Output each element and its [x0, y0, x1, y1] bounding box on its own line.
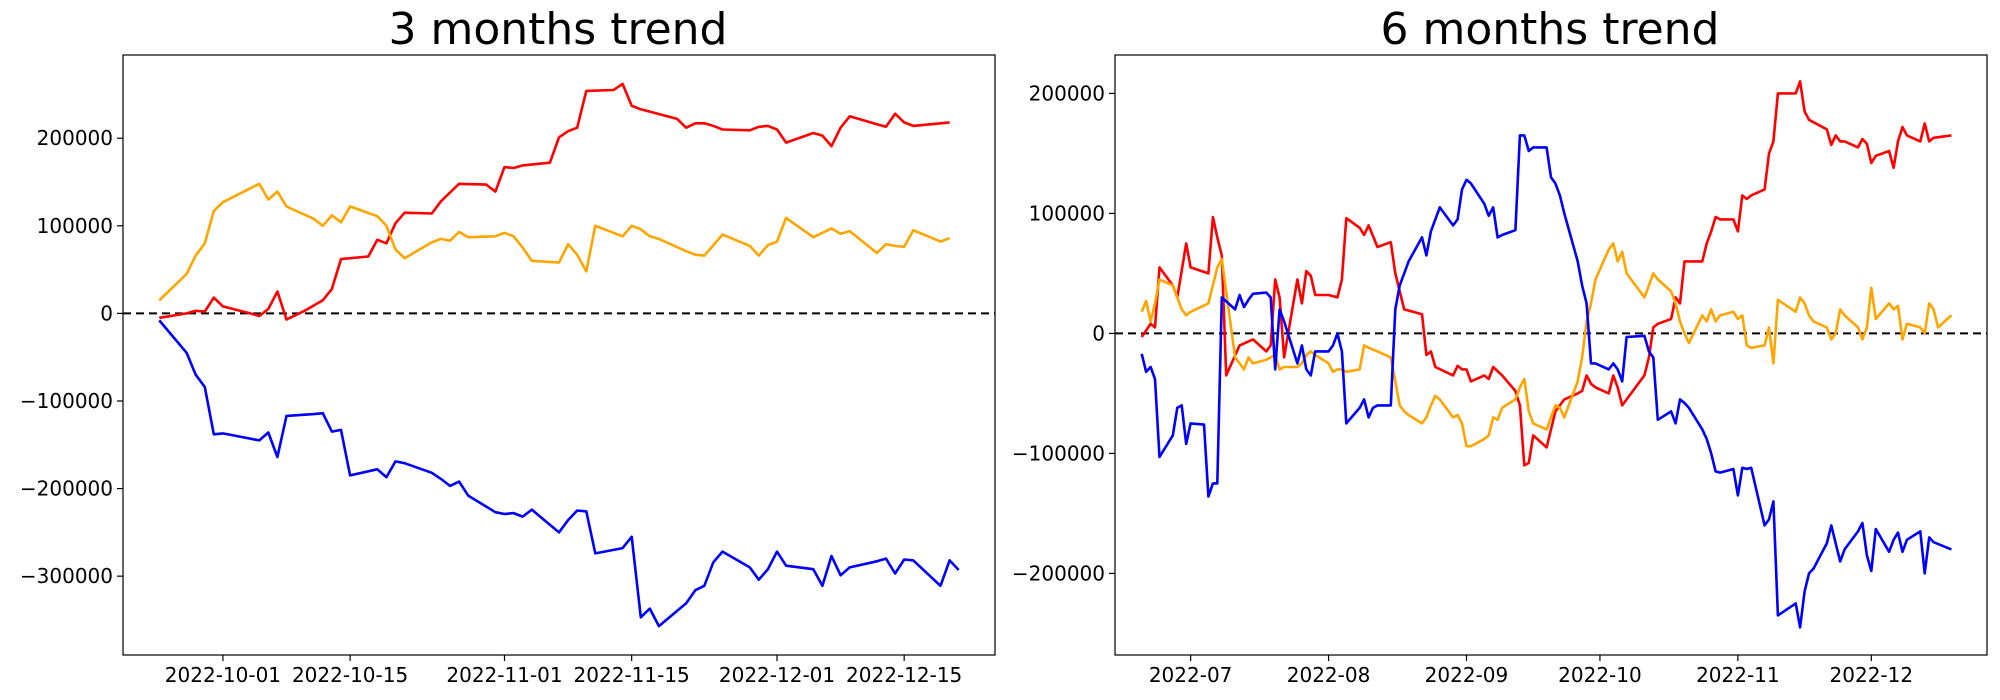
- axes-frame: [122, 54, 996, 656]
- y-tick-label: −100000: [20, 389, 113, 413]
- x-tick-label: 2022-12-15: [846, 663, 962, 687]
- plot-area: −300000 −200000 −100000 0 100000 200000 2022-1…: [20, 82, 995, 687]
- x-tick-label: 2022-10-15: [292, 663, 408, 687]
- y-tick-label: −100000: [1012, 441, 1105, 465]
- x-tick-label: 2022-12: [1830, 663, 1914, 687]
- y-tick-label: 100000: [37, 214, 113, 238]
- x-tick-label: 2022-08: [1287, 663, 1371, 687]
- x-tick-label: 2022-12-01: [719, 663, 835, 687]
- y-tick-label: −300000: [20, 564, 113, 588]
- x-tick-label: 2022-10: [1558, 663, 1642, 687]
- y-tick-label: −200000: [20, 477, 113, 501]
- y-tick-label: −200000: [1012, 561, 1105, 585]
- chart-panel-6-months: 6 months trend −200000 −100000 0 100000 2000…: [1012, 4, 1988, 687]
- chart-title: 3 months trend: [389, 4, 728, 55]
- x-tick-label: 2022-11-15: [574, 663, 690, 687]
- series-line-2: [158, 319, 960, 628]
- y-tick-label: 0: [100, 301, 113, 325]
- x-tick-label: 2022-09: [1425, 663, 1509, 687]
- y-tick-label: 0: [1092, 321, 1105, 345]
- chart-panel-3-months: 3 months trend −300000 −200000 −100000 0 100…: [20, 4, 996, 687]
- y-tick-label: 200000: [1029, 81, 1105, 105]
- series-line-0: [159, 82, 950, 321]
- chart-title: 6 months trend: [1381, 4, 1720, 55]
- x-tick-label: 2022-11-01: [446, 663, 562, 687]
- series-line-2: [1140, 134, 1952, 629]
- series-line-0: [1140, 80, 1952, 467]
- series-line-1: [1140, 242, 1953, 448]
- x-tick-label: 2022-10-01: [165, 663, 281, 687]
- axes-frame: [1114, 54, 1988, 656]
- series-line-1: [158, 182, 951, 302]
- y-tick-label: 100000: [1029, 201, 1105, 225]
- x-tick-label: 2022-07: [1149, 663, 1233, 687]
- plot-area: −200000 −100000 0 100000 200000 2022-07 2022-0…: [1012, 80, 1987, 687]
- x-tick-label: 2022-11: [1696, 663, 1780, 687]
- y-tick-label: 200000: [37, 126, 113, 150]
